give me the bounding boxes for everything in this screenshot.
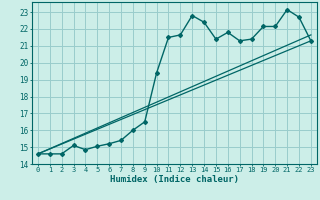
X-axis label: Humidex (Indice chaleur): Humidex (Indice chaleur) (110, 175, 239, 184)
